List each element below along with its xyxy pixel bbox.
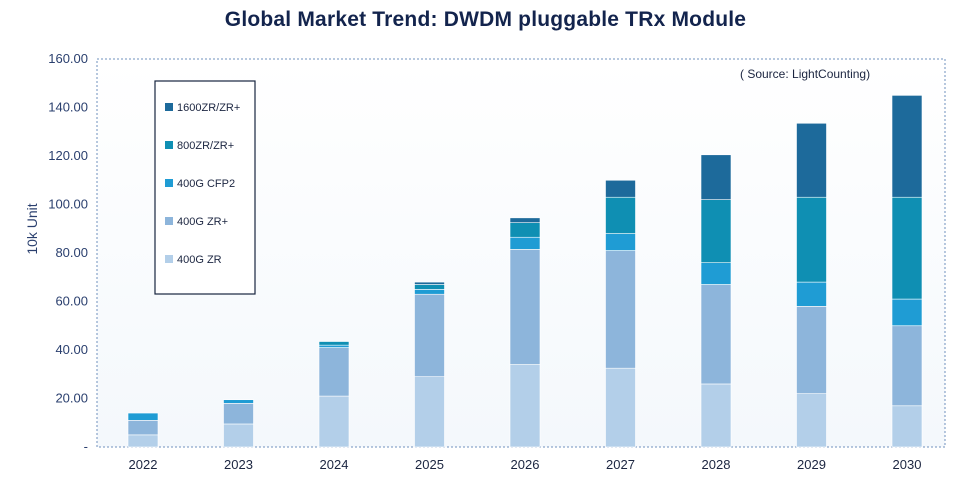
y-tick-label: - bbox=[84, 439, 88, 454]
bar-segment bbox=[796, 393, 827, 448]
legend-swatch bbox=[165, 217, 173, 225]
bar-segment bbox=[700, 284, 732, 385]
bar-segment bbox=[318, 347, 350, 397]
bar-segment bbox=[891, 196, 923, 300]
bar-segment bbox=[414, 289, 445, 295]
bar-segment bbox=[605, 367, 636, 448]
source-annotation: ( Source: LightCounting) bbox=[740, 67, 870, 81]
bar-segment bbox=[700, 199, 732, 263]
bar-segment bbox=[509, 236, 541, 250]
bar-segment bbox=[318, 395, 350, 448]
bar-segment bbox=[605, 196, 636, 234]
bar-segment bbox=[414, 293, 445, 377]
bar-segment bbox=[605, 179, 636, 198]
bar-segment bbox=[127, 420, 159, 436]
bar-segment bbox=[318, 341, 350, 346]
legend-swatch bbox=[165, 255, 173, 263]
bar-segment bbox=[700, 383, 732, 448]
x-axis: 2022 2023 2024 2025 2026 2027 2028 2029 2030 bbox=[129, 457, 922, 472]
y-tick-label: 60.00 bbox=[55, 294, 88, 309]
legend-swatch bbox=[165, 141, 173, 149]
legend-swatch bbox=[165, 179, 173, 187]
legend-label: 400G CFP2 bbox=[177, 178, 235, 190]
bar-segment bbox=[605, 250, 636, 369]
bar-segment bbox=[414, 284, 445, 290]
chart-title: Global Market Trend: DWDM pluggable TRx … bbox=[224, 8, 747, 31]
y-axis: - 20.00 40.00 60.00 80.00 100.00 120.00 140.00 1… bbox=[48, 51, 88, 454]
x-tick-label: 2022 bbox=[129, 457, 158, 472]
legend-label: 400G ZR bbox=[177, 254, 222, 266]
bar-segment bbox=[509, 217, 541, 223]
x-tick-label: 2023 bbox=[224, 457, 253, 472]
x-tick-label: 2024 bbox=[320, 457, 349, 472]
x-tick-label: 2026 bbox=[511, 457, 540, 472]
y-tick-label: 40.00 bbox=[55, 342, 88, 357]
bar-segment bbox=[509, 364, 541, 448]
x-tick-label: 2029 bbox=[797, 457, 826, 472]
bar-segment bbox=[796, 122, 827, 198]
y-tick-label: 120.00 bbox=[48, 148, 88, 163]
x-tick-label: 2025 bbox=[415, 457, 444, 472]
bar-segment bbox=[414, 281, 445, 285]
bar-segment bbox=[796, 306, 827, 394]
bar-segment bbox=[605, 233, 636, 251]
legend-label: 400G ZR+ bbox=[177, 216, 228, 228]
bar-segment bbox=[891, 405, 923, 448]
x-tick-label: 2028 bbox=[702, 457, 731, 472]
bar-segment bbox=[318, 344, 350, 348]
bar-segment bbox=[891, 95, 923, 198]
x-tick-label: 2027 bbox=[606, 457, 635, 472]
legend-label: 1600ZR/ZR+ bbox=[177, 102, 240, 114]
y-tick-label: 80.00 bbox=[55, 245, 88, 260]
bar-segment bbox=[127, 434, 159, 448]
bar-segment bbox=[700, 262, 732, 285]
bar-segment bbox=[414, 376, 445, 448]
legend-swatch bbox=[165, 103, 173, 111]
x-tick-label: 2030 bbox=[893, 457, 922, 472]
y-tick-label: 160.00 bbox=[48, 51, 88, 66]
bar-segment bbox=[127, 412, 159, 421]
bar-segment bbox=[223, 423, 254, 448]
bar-segment bbox=[891, 325, 923, 407]
bar-segment bbox=[223, 399, 254, 404]
y-tick-label: 100.00 bbox=[48, 197, 88, 212]
bar-segment bbox=[700, 154, 732, 200]
y-tick-label: 20.00 bbox=[55, 391, 88, 406]
bars bbox=[127, 95, 923, 448]
y-tick-label: 140.00 bbox=[48, 100, 88, 115]
legend: 1600ZR/ZR+ 800ZR/ZR+ 400G CFP2 400G ZR+ 400G… bbox=[154, 80, 256, 295]
bar-segment bbox=[223, 403, 254, 425]
bar-segment bbox=[796, 196, 827, 283]
y-axis-title: 10k Unit bbox=[24, 203, 40, 254]
bar-segment bbox=[796, 281, 827, 307]
bar-segment bbox=[509, 222, 541, 238]
bar-segment bbox=[891, 298, 923, 327]
legend-label: 800ZR/ZR+ bbox=[177, 140, 234, 152]
bar-segment bbox=[509, 249, 541, 365]
